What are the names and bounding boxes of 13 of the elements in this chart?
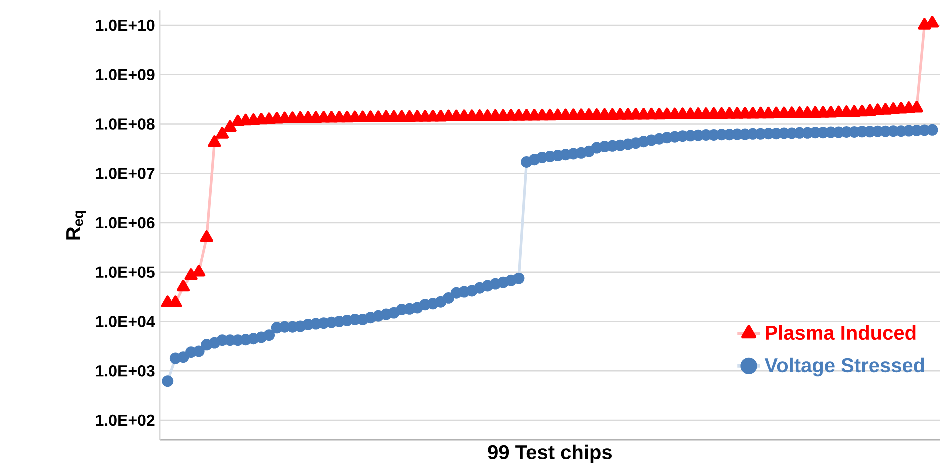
legend-label: Plasma Induced <box>766 325 916 340</box>
x-axis-title: 99 Test chips <box>488 444 612 464</box>
y-tick-label: 1.0E+07 <box>96 168 155 180</box>
y-tick-label: 1.0E+08 <box>96 118 155 130</box>
y-tick-label: 1.0E+05 <box>96 266 155 278</box>
y-tick-label: 1.0E+06 <box>96 217 155 228</box>
y-tick-label: 1.0E+04 <box>96 316 156 328</box>
legend-label: Voltage Stressed <box>764 358 924 376</box>
y-tick-label: 1.0E+09 <box>96 68 155 80</box>
y-tick-label: 1.0E+03 <box>96 365 155 377</box>
y-axis-title: R$_{eq}$ <box>66 211 86 240</box>
y-tick-label: 1.0E+10 <box>96 20 155 31</box>
y-tick-label: 1.0E+02 <box>96 414 155 426</box>
